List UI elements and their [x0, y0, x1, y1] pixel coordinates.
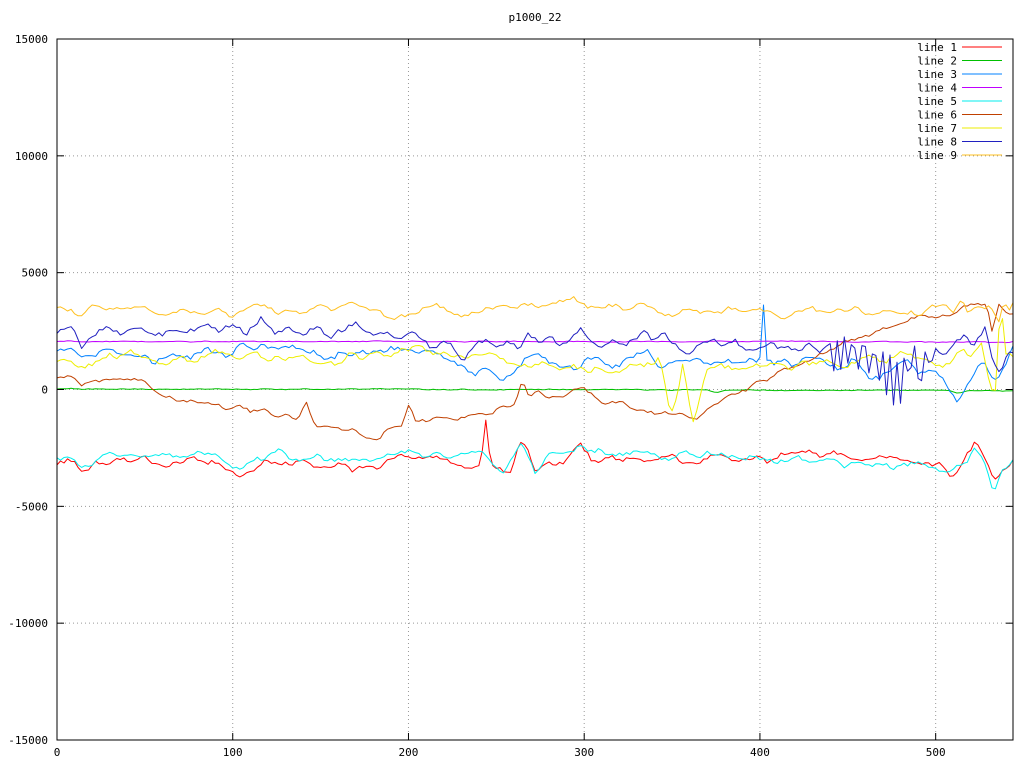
- x-tick-label: 200: [399, 746, 419, 759]
- x-tick-label: 100: [223, 746, 243, 759]
- series-line-8: [57, 316, 1013, 406]
- plot-frame: [56, 38, 1014, 741]
- y-tick-label: 15000: [15, 33, 48, 46]
- legend-label-1: line 1: [917, 41, 957, 54]
- y-tick-label: -15000: [8, 734, 48, 747]
- y-tick-label: 5000: [22, 267, 49, 280]
- series-line-5: [57, 443, 1013, 490]
- y-tick-label: 0: [41, 384, 48, 397]
- x-tick-label: 400: [750, 746, 770, 759]
- x-tick-label: 500: [926, 746, 946, 759]
- y-tick-label: -5000: [15, 500, 48, 513]
- series-line-6: [57, 303, 1013, 441]
- chart-title: p1000_22: [509, 11, 562, 24]
- series-line-9: [57, 296, 1013, 323]
- series-line-1: [57, 419, 1013, 480]
- x-tick-label: 0: [54, 746, 61, 759]
- legend-label-8: line 8: [917, 136, 957, 149]
- axis-labels: -15000 -10000 -5000 0 5000 10000 15000 0 100 200 3…: [8, 33, 945, 759]
- y-tick-label: -10000: [8, 617, 48, 630]
- y-tick-label: 10000: [15, 150, 48, 163]
- legend-label-5: line 5: [917, 95, 957, 108]
- series-layer: [57, 296, 1013, 490]
- legend-label-3: line 3: [917, 68, 957, 81]
- legend-label-4: line 4: [917, 82, 957, 95]
- legend-label-2: line 2: [917, 55, 957, 68]
- legend-label-7: line 7: [917, 122, 957, 135]
- legend-label-9: line 9: [917, 149, 957, 162]
- series-line-2: [57, 387, 1013, 394]
- series-line-4: [57, 340, 1013, 344]
- legend-label-6: line 6: [917, 109, 957, 122]
- series-line-3: [57, 304, 1013, 403]
- series-line-7: [57, 318, 1013, 423]
- grid-layer: [57, 39, 1013, 740]
- x-tick-label: 300: [574, 746, 594, 759]
